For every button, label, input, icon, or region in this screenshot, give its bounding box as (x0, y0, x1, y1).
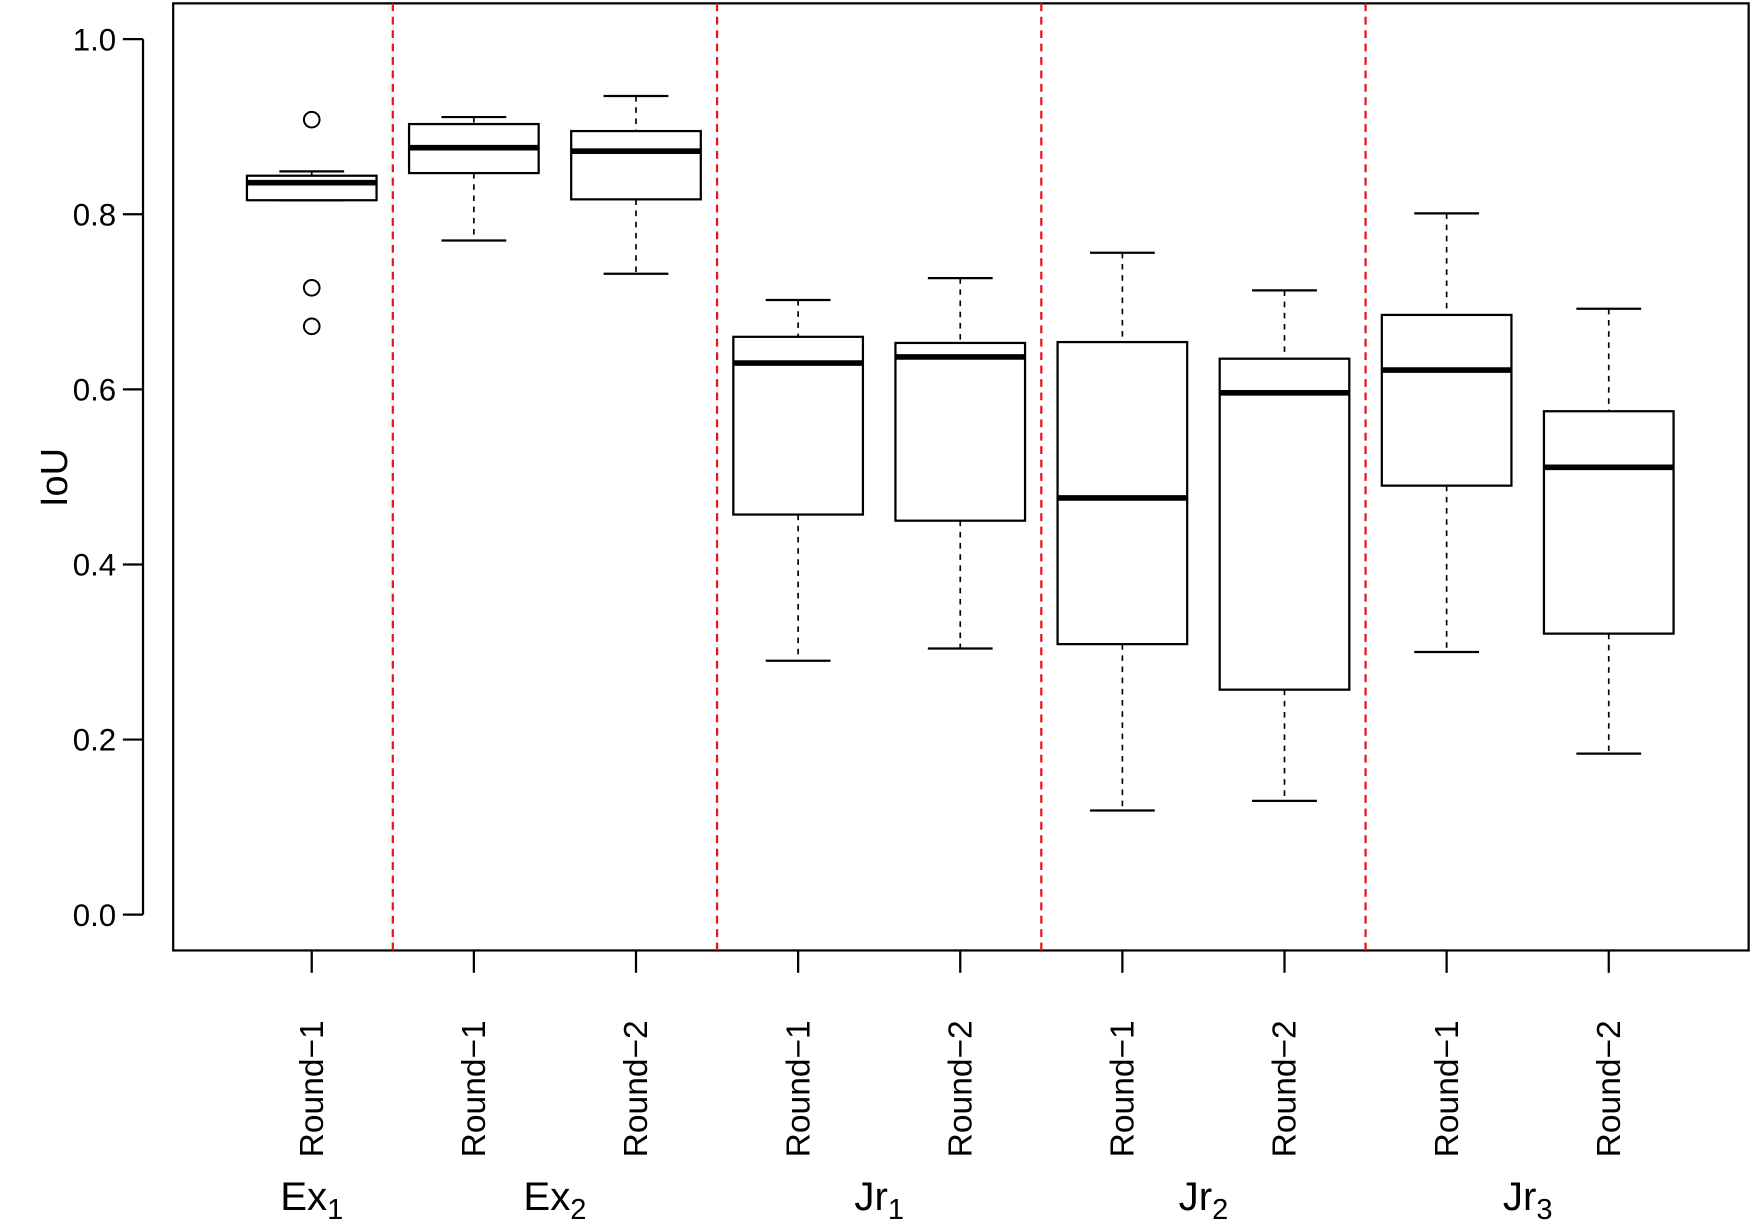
box-iqr (245, 174, 378, 202)
y-axis-label: IoU (34, 448, 76, 507)
box-iqr (732, 335, 865, 516)
box-iqr (1380, 313, 1513, 487)
y-tick-label: 0.8 (73, 197, 116, 232)
box-iqr (1056, 340, 1189, 646)
y-tick-label: 0.2 (73, 723, 116, 758)
y-tick-label: 0.4 (73, 548, 116, 583)
outlier-point (302, 110, 321, 129)
x-tick-label: Round−1 (1105, 1020, 1142, 1157)
box-iqr (894, 341, 1027, 522)
x-tick-label: Round−2 (1267, 1020, 1304, 1157)
group-label: Ex2 (523, 1174, 586, 1226)
group-label: Jr1 (854, 1174, 904, 1226)
group-label: Jr3 (1503, 1174, 1553, 1226)
y-tick-label: 0.6 (73, 373, 116, 408)
x-tick-label: Round−1 (294, 1020, 331, 1157)
y-tick-label: 0.0 (73, 898, 116, 933)
x-tick-label: Round−2 (1591, 1020, 1628, 1157)
x-tick-label: Round−1 (780, 1020, 817, 1157)
x-tick-label: Round−2 (618, 1020, 655, 1157)
x-tick-label: Round−1 (1429, 1020, 1466, 1157)
group-label: Ex1 (280, 1174, 343, 1226)
box-iqr (1542, 410, 1675, 635)
x-tick-label: Round−2 (942, 1020, 979, 1157)
box-iqr (570, 129, 702, 201)
group-label: Jr2 (1179, 1174, 1229, 1226)
outlier-point (302, 278, 321, 297)
outlier-point (302, 317, 321, 336)
box-iqr (1218, 357, 1351, 691)
x-tick-label: Round−1 (456, 1020, 493, 1157)
y-tick-label: 1.0 (73, 22, 116, 57)
